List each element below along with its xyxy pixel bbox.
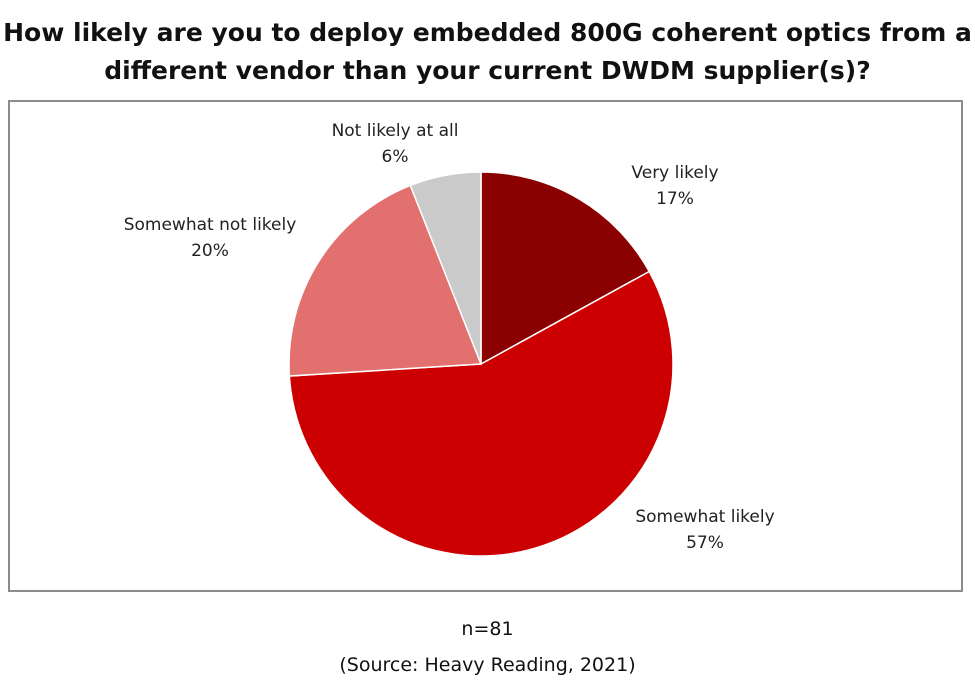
- slice-label-name: Somewhat not likely: [123, 215, 297, 235]
- slice-label-somewhat-not-likely: Somewhat not likely 20%: [105, 212, 315, 264]
- slice-label-name: Not likely at all: [331, 121, 459, 141]
- slice-label-name: Somewhat likely: [635, 507, 775, 527]
- slice-label-value: 17%: [656, 189, 694, 209]
- chart-area: Very likely 17% Somewhat likely 57% Some…: [8, 100, 963, 592]
- pie-slice-somewhat-likely: [288, 270, 674, 557]
- pie-slice-not-likely-at-all: [409, 171, 482, 365]
- chart-title: How likely are you to deploy embedded 80…: [3, 18, 972, 85]
- slice-label-value: 20%: [191, 241, 229, 261]
- slice-label-value: 6%: [381, 147, 409, 167]
- pie-chart: [288, 171, 674, 557]
- sample-size: n=81: [461, 618, 514, 640]
- slice-label-name: Very likely: [631, 163, 719, 183]
- pie-slice-somewhat-not-likely: [288, 184, 483, 377]
- slice-label-value: 57%: [686, 533, 724, 553]
- slice-label-not-likely-at-all: Not likely at all 6%: [310, 118, 480, 170]
- pie-slice-very-likely: [480, 171, 651, 366]
- slice-label-very-likely: Very likely 17%: [600, 160, 750, 212]
- source-note: (Source: Heavy Reading, 2021): [339, 654, 636, 676]
- slice-label-somewhat-likely: Somewhat likely 57%: [615, 504, 795, 556]
